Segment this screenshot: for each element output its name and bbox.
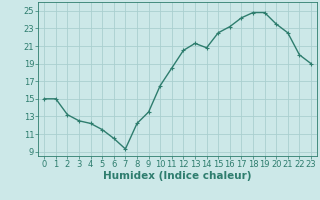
X-axis label: Humidex (Indice chaleur): Humidex (Indice chaleur) xyxy=(103,171,252,181)
